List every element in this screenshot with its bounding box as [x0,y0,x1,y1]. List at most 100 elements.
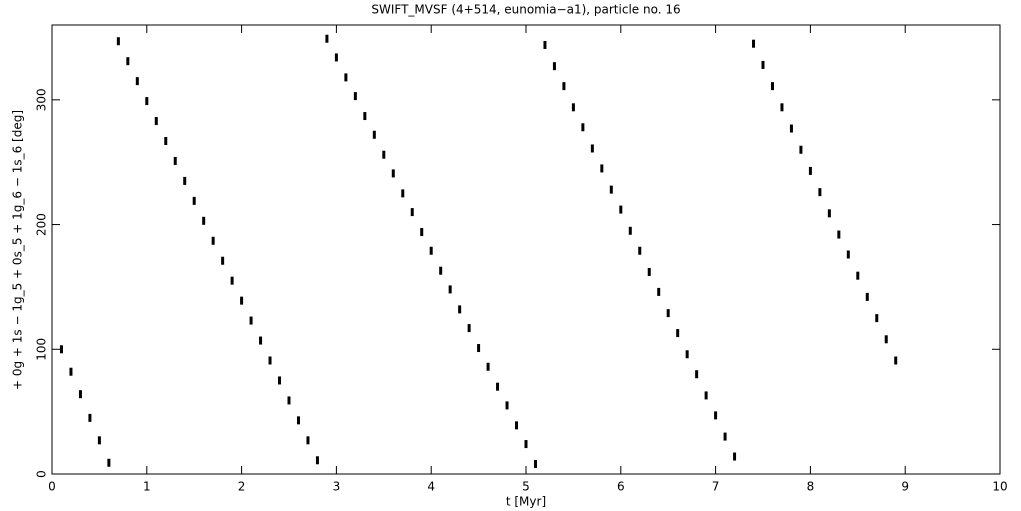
x-tick-label: 4 [427,480,435,494]
data-point [552,62,556,71]
x-tick-label: 0 [48,480,56,494]
data-point [202,216,206,225]
y-tick-label: 200 [35,213,49,236]
chart-title: SWIFT_MVSF (4+514, eunomia−a1), particle… [371,3,680,17]
data-point [401,189,405,198]
data-point [827,209,831,218]
data-point [192,196,196,205]
data-point [638,246,642,255]
x-tick-label: 1 [143,480,151,494]
data-point [334,53,338,62]
y-tick-label: 100 [35,338,49,361]
data-point [268,356,272,365]
x-axis-label: t [Myr] [506,495,546,509]
plot-frame [51,24,1001,475]
data-point [856,271,860,280]
data-point [458,305,462,314]
data-point [88,413,92,422]
x-tick-label: 6 [617,480,625,494]
y-tick-label: 300 [35,88,49,111]
data-point [278,376,282,385]
y-axis-label: + 0g + 1s − 1g_5 + 0s_5 + 1g_6 − 1s_6 [d… [11,110,25,390]
data-point [894,356,898,365]
data-point [230,276,234,285]
data-point [306,436,310,445]
data-point [259,336,263,345]
data-point [657,287,661,296]
x-tick-label: 7 [712,480,720,494]
data-point [439,266,443,275]
data-point [420,228,424,237]
data-point [135,77,139,86]
x-tick-label: 2 [238,480,246,494]
data-point [875,314,879,323]
data-point [780,103,784,112]
data-point [505,401,509,410]
data-point [515,421,519,430]
data-point [846,250,850,259]
data-point [97,436,101,445]
data-point [799,145,803,154]
data-point [486,362,490,371]
data-point [714,411,718,420]
data-point [287,396,291,405]
data-point [344,73,348,82]
data-point [477,344,481,353]
data-point [676,329,680,338]
data-point [543,40,547,49]
data-point [69,367,73,376]
data-point [78,390,82,399]
data-point [761,60,765,69]
data-point [116,37,120,46]
data-point [429,246,433,255]
data-point [372,130,376,139]
data-point [619,205,623,214]
data-point [391,169,395,178]
data-point [733,452,737,461]
data-point [704,391,708,400]
data-point [590,144,594,153]
data-point [609,185,613,194]
x-tick-label: 3 [333,480,341,494]
data-point [865,292,869,301]
data-point [571,103,575,112]
data-point [296,416,300,425]
data-point [382,150,386,159]
data-point [789,124,793,133]
data-point [249,316,253,325]
data-point [211,236,215,245]
data-point [818,188,822,197]
x-tick-label: 9 [901,480,909,494]
data-point [628,226,632,235]
data-point [221,256,225,265]
data-point [59,345,63,354]
data-point [325,34,329,43]
y-tick-label: 0 [35,470,49,478]
data-point [808,166,812,175]
data-point [164,136,168,145]
data-point [145,97,149,106]
x-tick-label: 8 [807,480,815,494]
data-point [240,296,244,305]
data-point [126,57,130,66]
data-point [107,458,111,467]
x-tick-label: 5 [522,480,530,494]
data-point [467,324,471,333]
data-point [154,117,158,126]
data-point [353,92,357,101]
data-point [752,39,756,48]
data-point [685,350,689,359]
data-point [723,432,727,441]
data-point [770,82,774,91]
data-point [410,208,414,217]
data-point [666,309,670,318]
data-point [884,335,888,344]
data-point [533,460,537,469]
data-point [695,370,699,379]
data-point [647,267,651,276]
data-point [562,82,566,91]
data-point [581,123,585,132]
x-tick-label: 10 [992,480,1007,494]
data-point [363,112,367,121]
